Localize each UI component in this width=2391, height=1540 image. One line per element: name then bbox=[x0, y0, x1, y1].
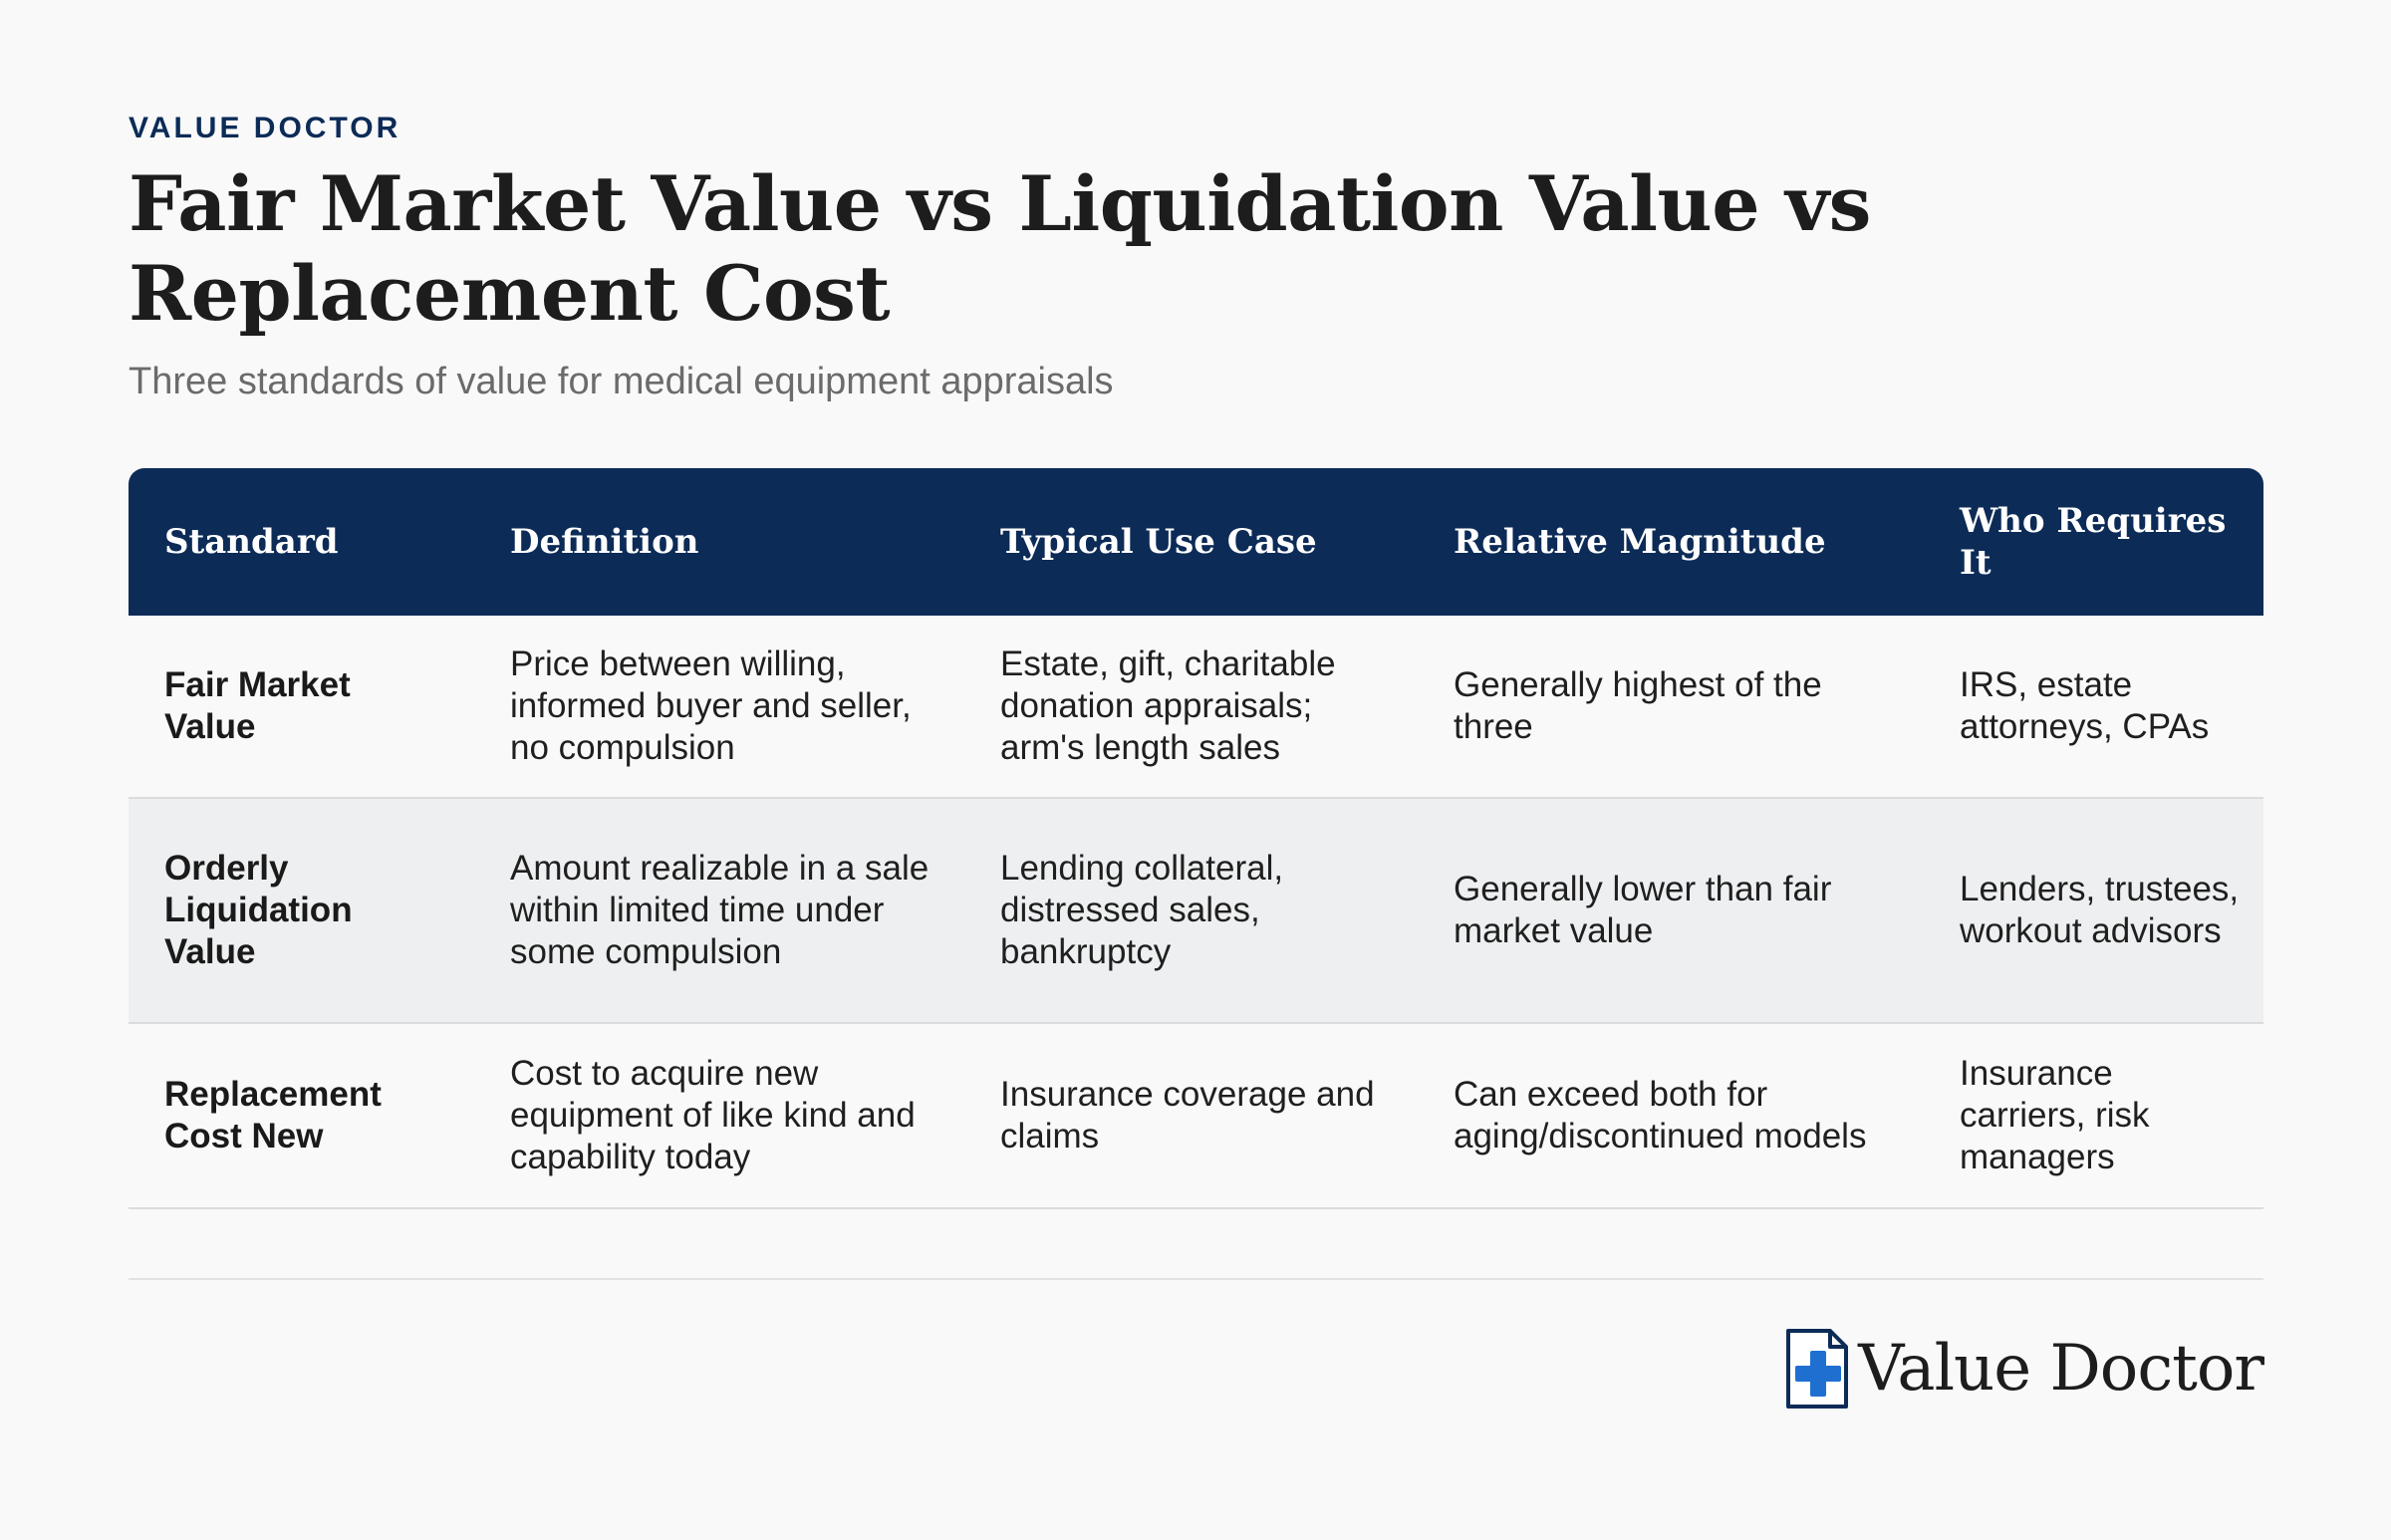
cell-who-requires: Lenders, trustees, workout advisors bbox=[1960, 870, 2240, 950]
comparison-table: Standard Definition Typical Use Case Rel… bbox=[129, 468, 2263, 1209]
cell-standard: Fair Market Value bbox=[164, 665, 351, 746]
brand-name: Value Doctor bbox=[1858, 1332, 2264, 1406]
cell-magnitude: Generally lower than fair market value bbox=[1454, 870, 1832, 950]
brand-logo: Value Doctor bbox=[1782, 1327, 2264, 1411]
table-header-row: Standard Definition Typical Use Case Rel… bbox=[129, 468, 2263, 616]
cell-magnitude: Generally highest of the three bbox=[1454, 665, 1822, 746]
page-title: Fair Market Value vs Liquidation Value v… bbox=[129, 159, 1871, 338]
cell-use-case: Lending collateral, distressed sales, ba… bbox=[1000, 849, 1284, 971]
cell-who-requires: Insurance carriers, risk managers bbox=[1960, 1054, 2150, 1176]
table-row: Replacement Cost New Cost to acquire new… bbox=[129, 1024, 2263, 1209]
column-header-magnitude: Relative Magnitude bbox=[1454, 522, 1826, 562]
column-header-standard: Standard bbox=[164, 522, 339, 562]
cell-definition: Amount realizable in a sale within limit… bbox=[510, 849, 930, 971]
cell-definition: Cost to acquire new equipment of like ki… bbox=[510, 1054, 916, 1176]
cell-definition: Price between willing, informed buyer an… bbox=[510, 644, 912, 767]
cell-use-case: Estate, gift, charitable donation apprai… bbox=[1000, 644, 1336, 767]
column-header-who-requires: Who Requires It bbox=[1960, 501, 2227, 583]
cell-standard: Replacement Cost New bbox=[164, 1075, 382, 1155]
cell-who-requires: IRS, estate attorneys, CPAs bbox=[1960, 665, 2210, 746]
eyebrow-label: VALUE DOCTOR bbox=[129, 112, 401, 144]
table-row: Orderly Liquidation Value Amount realiza… bbox=[129, 799, 2263, 1024]
column-header-definition: Definition bbox=[510, 522, 699, 562]
cell-use-case: Insurance coverage and claims bbox=[1000, 1075, 1375, 1155]
table-row: Fair Market Value Price between willing,… bbox=[129, 616, 2263, 799]
cell-magnitude: Can exceed both for aging/discontinued m… bbox=[1454, 1075, 1867, 1155]
footer-divider bbox=[129, 1278, 2263, 1280]
page-subtitle: Three standards of value for medical equ… bbox=[129, 361, 1114, 402]
column-header-use-case: Typical Use Case bbox=[1000, 522, 1317, 562]
cell-standard: Orderly Liquidation Value bbox=[164, 849, 353, 971]
medical-cross-document-icon bbox=[1786, 1329, 1849, 1409]
